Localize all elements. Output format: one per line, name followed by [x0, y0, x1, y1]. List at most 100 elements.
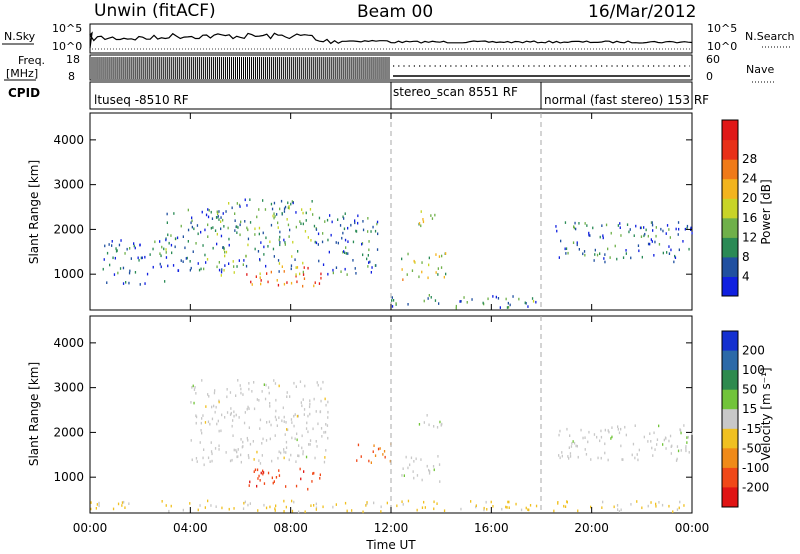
scatter-point	[206, 258, 209, 261]
scatter-point	[144, 282, 146, 285]
scatter-point	[167, 233, 169, 237]
scatter-point	[650, 440, 652, 443]
scatter-point	[655, 505, 657, 508]
scatter-point	[98, 501, 100, 505]
colorbar-tick-label: 4	[742, 269, 750, 283]
scatter-point	[611, 426, 613, 429]
scatter-point	[342, 231, 344, 235]
scatter-point	[428, 256, 430, 260]
scatter-point	[170, 243, 173, 247]
scatter-point	[430, 296, 432, 299]
scatter-point	[428, 472, 431, 475]
scatter-point	[622, 458, 624, 461]
scatter-point	[303, 277, 306, 280]
scatter-point	[205, 261, 207, 264]
scatter-point	[413, 476, 415, 480]
scatter-point	[471, 298, 473, 301]
scatter-point	[287, 223, 290, 227]
scatter-point	[220, 216, 222, 219]
scatter-point	[244, 198, 246, 202]
scatter-point	[211, 452, 213, 456]
scatter-point	[445, 272, 447, 276]
colorbar-cell	[722, 487, 738, 508]
colorbar-cell	[722, 331, 738, 352]
scatter-point	[226, 395, 228, 399]
scatter-point	[573, 441, 576, 445]
scatter-point	[360, 455, 362, 458]
y-tick-label: 3000	[53, 381, 84, 395]
scatter-point	[266, 421, 268, 424]
scatter-point	[273, 379, 275, 382]
scatter-point	[186, 256, 188, 260]
scatter-point	[535, 504, 538, 508]
scatter-point	[133, 242, 135, 245]
scatter-point	[315, 410, 317, 413]
scatter-point	[205, 213, 208, 217]
scatter-point	[204, 253, 206, 257]
scatter-point	[678, 506, 680, 510]
scatter-point	[323, 460, 326, 464]
scatter-point	[290, 281, 293, 285]
scatter-point	[128, 502, 130, 505]
scatter-point	[202, 244, 204, 247]
scatter-point	[248, 382, 250, 385]
scatter-point	[239, 384, 241, 387]
scatter-point	[440, 266, 443, 269]
scatter-point	[650, 501, 652, 504]
scatter-point	[559, 429, 561, 433]
scatter-point	[574, 221, 576, 225]
scatter-point	[280, 451, 282, 455]
scatter-point	[617, 428, 619, 431]
scatter-point	[269, 437, 271, 441]
scatter-point	[392, 299, 395, 302]
scatter-point	[322, 263, 325, 266]
scatter-point	[201, 210, 203, 214]
scatter-point	[290, 264, 293, 267]
scatter-point	[439, 420, 441, 424]
radar-title: Unwin (fitACF)	[94, 1, 216, 21]
scatter-point	[286, 391, 288, 394]
scatter-point	[633, 234, 635, 237]
scatter-point	[182, 260, 184, 263]
scatter-point	[532, 300, 535, 303]
scatter-point	[222, 212, 224, 215]
scatter-point	[621, 458, 623, 461]
scatter-point	[669, 434, 672, 438]
scatter-point	[296, 432, 298, 436]
scatter-point	[438, 463, 441, 466]
scatter-point	[272, 481, 274, 485]
scatter-point	[200, 421, 202, 425]
scatter-point	[662, 443, 664, 446]
scatter-point	[316, 445, 318, 448]
scatter-point	[253, 458, 255, 461]
scatter-point	[254, 233, 256, 236]
nsky-tick-bottom-right: 10^0	[707, 40, 737, 53]
scatter-point	[391, 296, 393, 299]
power-scatter	[102, 198, 693, 310]
scatter-point	[270, 270, 272, 274]
scatter-point	[302, 398, 304, 401]
scatter-point	[297, 414, 299, 418]
scatter-point	[247, 405, 249, 409]
scatter-point	[263, 245, 265, 249]
scatter-point	[243, 259, 245, 262]
scatter-point	[424, 506, 426, 509]
scatter-point	[632, 442, 635, 446]
scatter-point	[137, 256, 139, 260]
y-tick-label: 4000	[53, 336, 84, 350]
scatter-point	[283, 282, 286, 286]
scatter-point	[445, 252, 447, 255]
scatter-point	[248, 484, 250, 487]
scatter-point	[269, 240, 271, 244]
scatter-point	[655, 226, 657, 229]
scatter-point	[331, 220, 333, 224]
scatter-point	[275, 398, 277, 402]
scatter-point	[377, 447, 380, 451]
scatter-point	[315, 502, 317, 506]
scatter-point	[616, 504, 619, 507]
scatter-point	[239, 223, 241, 227]
scatter-point	[658, 424, 660, 428]
scatter-point	[426, 464, 428, 468]
scatter-point	[213, 391, 216, 395]
scatter-point	[220, 220, 222, 223]
